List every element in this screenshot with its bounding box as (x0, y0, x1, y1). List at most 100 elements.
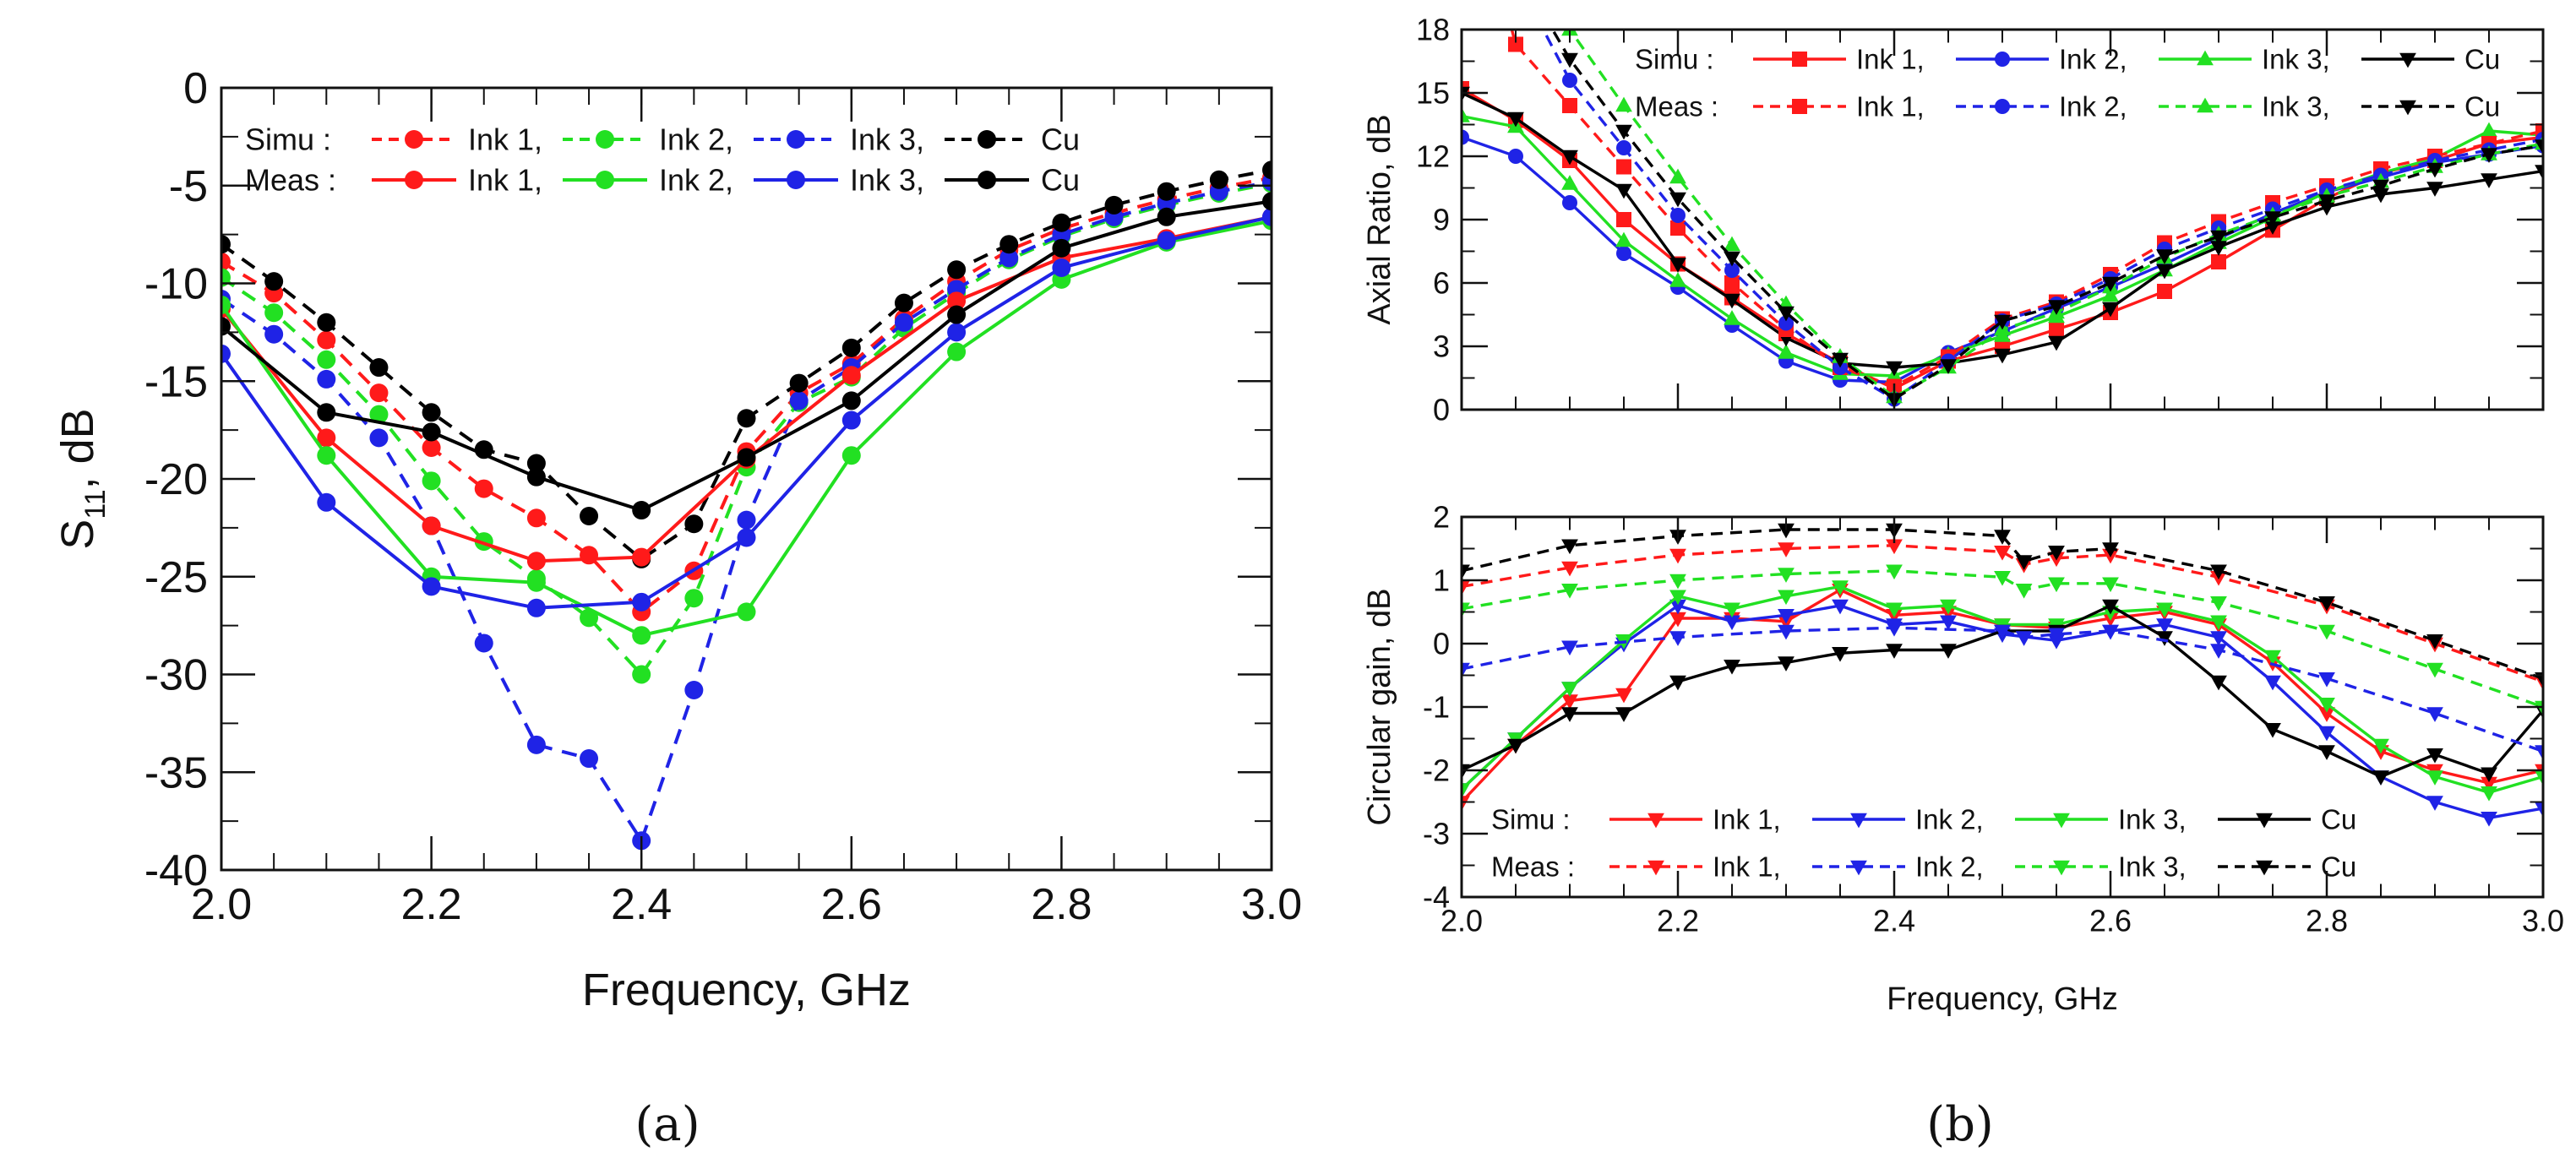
x-axis-label: Frequency, GHz (1887, 981, 2118, 1017)
data-point (264, 272, 284, 291)
data-point (2318, 745, 2335, 760)
data-point (1994, 314, 2011, 330)
data-point (2535, 745, 2543, 760)
data-point (1669, 574, 1686, 590)
data-point (2318, 194, 2335, 209)
legend-marker (2053, 860, 2070, 876)
data-point (2481, 786, 2497, 802)
data-point (1669, 192, 1686, 208)
data-point (2481, 173, 2497, 188)
data-point (2210, 564, 2227, 580)
data-point (422, 403, 441, 422)
data-point (2264, 211, 2281, 226)
data-point (1994, 546, 2011, 561)
data-point (1994, 571, 2011, 586)
data-point (789, 373, 809, 393)
data-point (221, 253, 231, 272)
x-tick-label: 2.0 (1440, 904, 1483, 938)
legend-marker (405, 130, 423, 149)
y-tick-label: -35 (144, 748, 208, 797)
legend-marker (1995, 52, 2010, 67)
data-point (1724, 251, 1740, 267)
legend-entry-label: Cu (2321, 851, 2356, 883)
series-simu-cu (1462, 86, 2543, 377)
data-point (1561, 52, 1578, 68)
data-point (1778, 315, 1794, 331)
data-point (2210, 241, 2227, 256)
data-point (2264, 723, 2281, 738)
data-point (1562, 73, 1577, 88)
series-simu-ink-3 (221, 172, 1272, 851)
legend-entry-label: Ink 3, (2262, 44, 2330, 75)
data-point (526, 598, 546, 617)
data-point (2426, 662, 2443, 678)
data-point (369, 428, 389, 448)
series-simu-ink-1 (221, 168, 1272, 622)
legend: Simu : Ink 1, Ink 2, Ink 3, Cu Meas : Ink 1, In… (1635, 44, 2500, 122)
data-point (1462, 580, 1470, 595)
data-point (422, 471, 441, 491)
y-tick-label: -20 (144, 455, 208, 504)
y-axis-label: Circular gain, dB (1362, 589, 1397, 826)
series-meas-ink-1 (1462, 539, 2543, 691)
y-tick-label: 18 (1416, 13, 1450, 47)
data-point (2535, 802, 2543, 818)
data-point (1616, 159, 1631, 175)
caption-a: (a) (634, 1097, 700, 1152)
data-point (317, 350, 336, 369)
data-point (1724, 236, 1740, 252)
x-tick-label: 2.6 (2089, 904, 2132, 938)
data-point (526, 573, 546, 592)
y-tick-label: 3 (1433, 329, 1450, 364)
data-point (1832, 580, 1849, 595)
data-point (2210, 615, 2227, 631)
data-point (317, 492, 336, 512)
data-point (526, 735, 546, 754)
data-point (2048, 335, 2065, 351)
y-tick-label: 2 (1433, 500, 1450, 535)
legend-marker (978, 130, 996, 149)
data-point (580, 749, 599, 769)
data-point (2318, 596, 2335, 612)
data-point (1508, 149, 1523, 164)
data-point (1462, 662, 1470, 678)
data-point (2318, 624, 2335, 640)
y-tick-label: -30 (144, 651, 208, 700)
data-point (2156, 602, 2173, 618)
data-point (1669, 258, 1686, 273)
data-point (2318, 726, 2335, 742)
data-point (369, 405, 389, 424)
legend-marker (1647, 860, 1664, 876)
data-point (841, 391, 861, 411)
data-point (2426, 634, 2443, 650)
legend-entry-label: Ink 3, (850, 122, 924, 157)
series-line (1462, 544, 2543, 683)
data-point (1462, 783, 1470, 798)
data-point (2535, 770, 2543, 786)
y-tick-label: -4 (1423, 880, 1450, 915)
data-point (1616, 212, 1631, 227)
data-point (1886, 564, 1903, 580)
data-point (317, 403, 336, 422)
data-point (947, 260, 967, 280)
data-point (1561, 150, 1578, 166)
data-point (2102, 286, 2119, 302)
legend-entry-label: Cu (2464, 44, 2500, 75)
data-point (2426, 770, 2443, 786)
data-point (317, 313, 336, 332)
data-point (1157, 231, 1176, 250)
legend-entry-label: Ink 3, (850, 163, 924, 198)
data-point (1778, 590, 1794, 606)
data-point (2157, 284, 2172, 299)
data-point (2102, 577, 2119, 593)
data-point (632, 501, 651, 520)
data-point (1778, 306, 1794, 322)
data-point (526, 454, 546, 473)
y-axis-label: Axial Ratio, dB (1362, 114, 1397, 324)
data-point (894, 313, 913, 332)
legend-row-label: Simu : (1635, 44, 1714, 75)
legend-marker (1792, 99, 1807, 114)
legend: Simu : Ink 1, Ink 2, Ink 3, Cu Meas : Ink 1, In… (1491, 804, 2356, 883)
x-tick-label: 2.6 (821, 880, 882, 929)
data-point (2426, 707, 2443, 722)
